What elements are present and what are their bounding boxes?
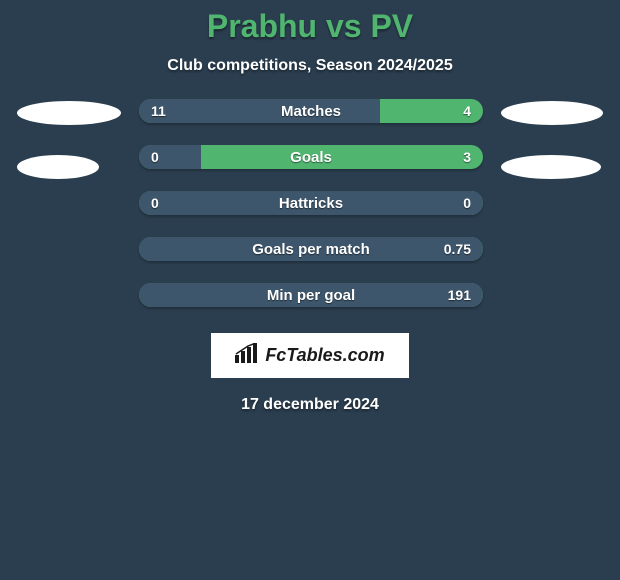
page-title: Prabhu vs PV bbox=[207, 8, 413, 45]
bar-label: Hattricks bbox=[139, 191, 483, 215]
stat-bar-matches: 114Matches bbox=[139, 99, 483, 123]
brand-text: FcTables.com bbox=[265, 345, 384, 366]
left-pellet-1 bbox=[17, 155, 99, 179]
comparison-row: 114Matches 03Goals 00Hattricks 0.75Goals pe… bbox=[0, 99, 620, 307]
stat-bar-goals: 03Goals bbox=[139, 145, 483, 169]
bar-label: Min per goal bbox=[139, 283, 483, 307]
left-pellet-0 bbox=[17, 101, 121, 125]
date-text: 17 december 2024 bbox=[241, 396, 379, 414]
stat-bar-min-per-goal: 191Min per goal bbox=[139, 283, 483, 307]
bar-label: Goals bbox=[139, 145, 483, 169]
bar-label: Goals per match bbox=[139, 237, 483, 261]
stat-bar-goals-per-match: 0.75Goals per match bbox=[139, 237, 483, 261]
stat-bar-hattricks: 00Hattricks bbox=[139, 191, 483, 215]
right-team-badges bbox=[501, 99, 603, 179]
right-pellet-1 bbox=[501, 155, 601, 179]
subtitle: Club competitions, Season 2024/2025 bbox=[167, 57, 452, 75]
right-pellet-0 bbox=[501, 101, 603, 125]
bar-label: Matches bbox=[139, 99, 483, 123]
stats-bars: 114Matches 03Goals 00Hattricks 0.75Goals pe… bbox=[139, 99, 483, 307]
left-team-badges bbox=[17, 99, 121, 179]
brand-chart-icon bbox=[235, 343, 259, 368]
brand-badge: FcTables.com bbox=[211, 333, 408, 378]
